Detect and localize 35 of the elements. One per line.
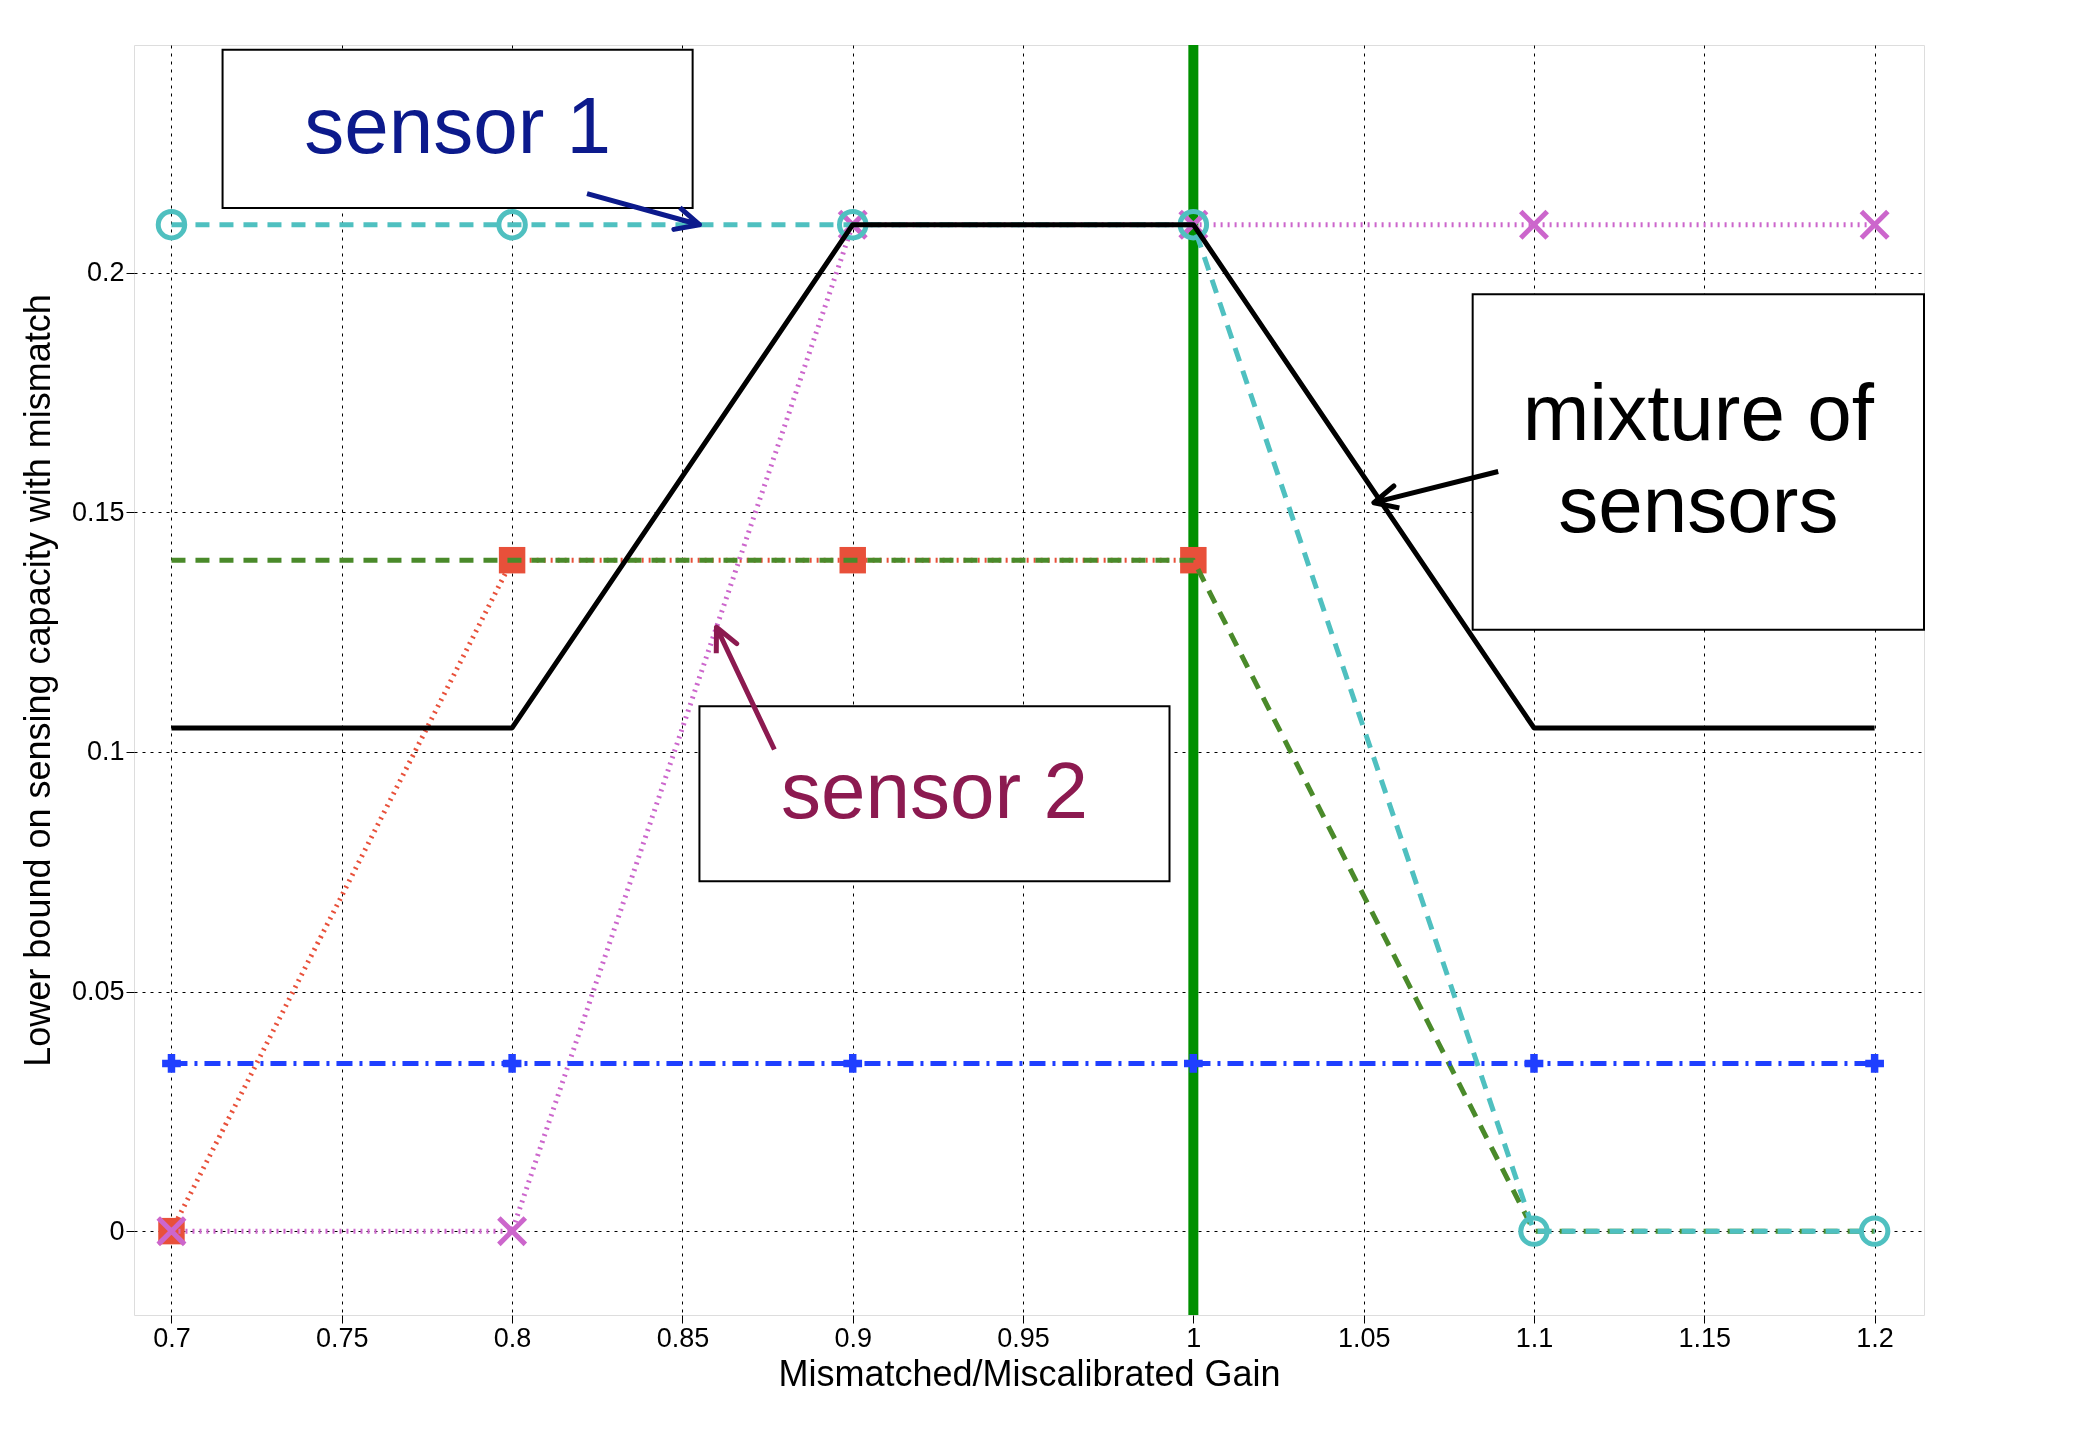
x-tick-label: 0.85 [656, 1322, 710, 1353]
x-tick-label: 0.95 [997, 1322, 1050, 1353]
x-tick-label: 0.7 [153, 1322, 191, 1353]
annotation: sensor 2 [781, 745, 1088, 835]
point [502, 1054, 522, 1073]
point [843, 1054, 863, 1073]
point [155, 209, 188, 241]
y-tick-label: 0.1 [86, 736, 125, 767]
point [496, 1215, 528, 1247]
x-axis-title: Mismatched/Miscalibrated Gain [778, 1352, 1281, 1394]
point [1858, 208, 1891, 241]
annotation: sensor 1 [304, 80, 612, 170]
point [1865, 1054, 1884, 1073]
x-tick-label: 1.05 [1337, 1322, 1391, 1353]
x-tick-label: 1 [1186, 1322, 1202, 1353]
y-axis-title: Lower bound on sensing capacity with mismatch [16, 294, 58, 1067]
point [1518, 208, 1550, 241]
y-tick-label: 0.2 [86, 257, 125, 288]
x-tick-label: 1.1 [1515, 1322, 1554, 1353]
point [1184, 1054, 1203, 1073]
y-tick-label: 0.05 [71, 976, 125, 1007]
x-tick-label: 0.8 [493, 1322, 532, 1353]
point [1524, 1054, 1544, 1073]
x-tick-label: 1.2 [1856, 1322, 1894, 1353]
y-tick-label: 0.15 [71, 496, 125, 527]
x-tick-label: 0.9 [834, 1322, 872, 1353]
point [1858, 1215, 1891, 1247]
x-tick-label: 1.15 [1678, 1322, 1732, 1353]
y-tick-label: 0 [109, 1215, 125, 1246]
annotation: mixture of sensors [1522, 367, 1875, 549]
point [839, 546, 866, 574]
x-tick-label: 0.75 [316, 1322, 369, 1353]
point [162, 1054, 181, 1073]
point [1518, 1215, 1550, 1247]
point [496, 209, 528, 241]
